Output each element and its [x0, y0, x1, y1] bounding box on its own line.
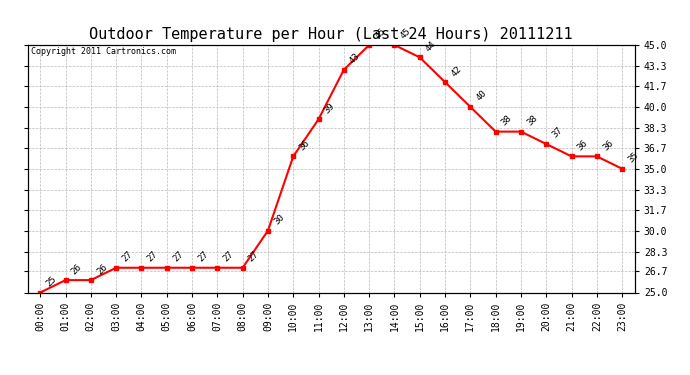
Text: 40: 40 [475, 89, 489, 103]
Text: 39: 39 [323, 101, 337, 115]
Text: 36: 36 [297, 138, 311, 152]
Text: 27: 27 [120, 250, 135, 264]
Text: Copyright 2011 Cartronics.com: Copyright 2011 Cartronics.com [30, 48, 176, 57]
Text: 27: 27 [196, 250, 210, 264]
Text: 43: 43 [348, 52, 362, 66]
Text: 36: 36 [575, 138, 590, 152]
Text: 45: 45 [373, 27, 387, 41]
Text: 44: 44 [424, 39, 438, 53]
Text: 27: 27 [171, 250, 185, 264]
Text: 45: 45 [399, 27, 413, 41]
Title: Outdoor Temperature per Hour (Last 24 Hours) 20111211: Outdoor Temperature per Hour (Last 24 Ho… [90, 27, 573, 42]
Text: 30: 30 [272, 213, 286, 226]
Text: 42: 42 [449, 64, 463, 78]
Text: 25: 25 [44, 274, 59, 288]
Text: 26: 26 [95, 262, 109, 276]
Text: 26: 26 [70, 262, 83, 276]
Text: 37: 37 [551, 126, 564, 140]
Text: 27: 27 [146, 250, 159, 264]
Text: 38: 38 [525, 114, 539, 128]
Text: 35: 35 [627, 151, 640, 165]
Text: 27: 27 [247, 250, 261, 264]
Text: 36: 36 [601, 138, 615, 152]
Text: 38: 38 [500, 114, 514, 128]
Text: 27: 27 [221, 250, 235, 264]
